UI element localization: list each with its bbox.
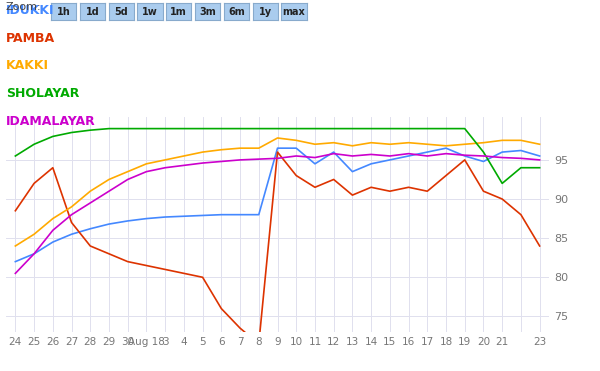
Text: 3m: 3m bbox=[199, 7, 216, 16]
Text: IDAMALAYAR: IDAMALAYAR bbox=[6, 115, 96, 128]
Text: 1w: 1w bbox=[142, 7, 158, 16]
Text: 1d: 1d bbox=[86, 7, 99, 16]
Text: 1m: 1m bbox=[170, 7, 187, 16]
Text: 1y: 1y bbox=[259, 7, 272, 16]
Text: KAKKI: KAKKI bbox=[6, 59, 49, 72]
Text: 6m: 6m bbox=[228, 7, 245, 16]
Text: SHOLAYAR: SHOLAYAR bbox=[6, 87, 79, 100]
Text: IDUKKI: IDUKKI bbox=[6, 4, 55, 17]
Text: Zoom:: Zoom: bbox=[6, 2, 41, 12]
Text: 1h: 1h bbox=[57, 7, 70, 16]
Text: 5d: 5d bbox=[115, 7, 128, 16]
Text: PAMBA: PAMBA bbox=[6, 32, 55, 45]
Text: max: max bbox=[283, 7, 305, 16]
